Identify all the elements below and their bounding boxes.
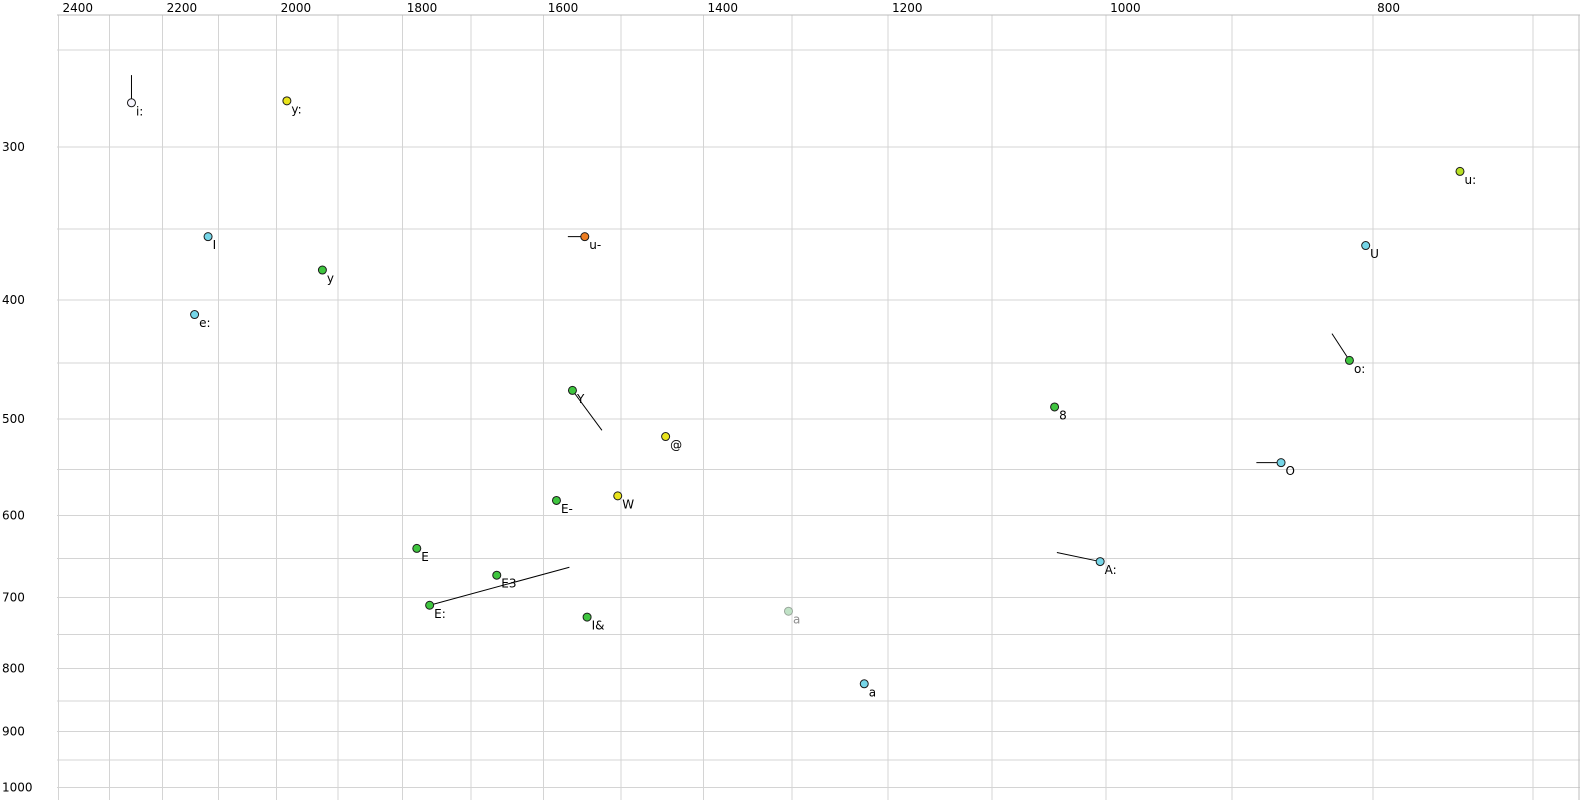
point-label-a: a [793,613,800,627]
point-label-o:: o: [1354,362,1365,376]
x-tick-label: 1400 [707,1,738,15]
data-point-a [859,679,869,689]
point-label-u:: u: [1464,173,1476,187]
data-point-y [317,265,327,275]
x-tick-label: 1600 [548,1,579,15]
data-point-y: [282,96,292,106]
point-label-E3: E3 [501,577,516,591]
data-point-E- [551,495,561,505]
point-tail-Y [572,390,603,431]
data-point-W [613,491,623,501]
data-point-i: [126,98,136,108]
x-tick-label: 2400 [62,1,93,15]
point-label-Y: Y [576,392,585,406]
point-tail-o: [1331,333,1350,361]
point-label-y:: y: [291,102,301,116]
data-point-8 [1050,402,1060,412]
x-tick-label: 1800 [407,1,438,15]
data-point-a [783,606,793,616]
point-tail-A: [1056,552,1101,563]
data-point-u- [580,232,590,242]
data-point-O [1276,458,1286,468]
point-label-y: y [327,272,334,286]
data-point-e: [190,310,200,320]
point-tail-E: [429,566,570,606]
point-label-U: U [1370,247,1379,261]
data-point-Y [567,385,577,395]
point-label-a: a [869,685,876,699]
data-point-I [203,232,213,242]
data-point-E3 [492,570,502,580]
data-point-A: [1095,557,1105,567]
point-label-u-: u- [589,238,601,252]
y-tick-label: 500 [2,412,25,426]
data-point-@ [661,432,671,442]
x-tick-label: 2200 [167,1,198,15]
y-tick-label: 300 [2,140,25,154]
point-label-E-: E- [561,502,573,516]
data-point-U [1361,241,1371,251]
y-tick-label: 600 [2,509,25,523]
point-label-A:: A: [1105,563,1117,577]
y-tick-label: 800 [2,662,25,676]
data-point-E: [425,600,435,610]
point-label-W: W [622,497,634,511]
y-tick-label: 1000 [2,780,33,794]
point-label-@: @ [670,438,682,452]
x-tick-label: 1000 [1110,1,1141,15]
data-point-I& [582,612,592,622]
y-tick-label: 400 [2,293,25,307]
y-tick-label: 700 [2,591,25,605]
point-label-I&: I& [592,619,605,633]
y-tick-label: 900 [2,724,25,738]
point-label-E: E [421,550,429,564]
data-point-u: [1455,166,1465,176]
point-label-e:: e: [199,316,210,330]
data-point-o: [1344,355,1354,365]
x-tick-label: 800 [1377,1,1400,15]
point-label-i:: i: [136,104,143,118]
point-label-8: 8 [1059,408,1067,422]
x-tick-label: 1200 [892,1,923,15]
x-tick-label: 2000 [281,1,312,15]
data-point-E [412,543,422,553]
point-label-I: I [213,238,217,252]
point-label-E:: E: [434,607,446,621]
point-label-O: O [1286,464,1295,478]
